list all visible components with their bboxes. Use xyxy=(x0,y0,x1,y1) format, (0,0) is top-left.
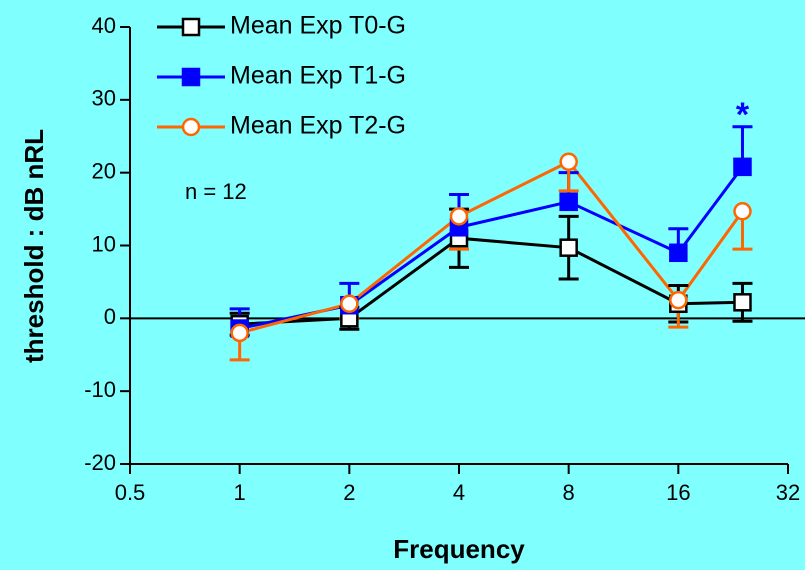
marker xyxy=(733,293,752,312)
marker xyxy=(669,290,688,310)
x-tick-label: 32 xyxy=(776,480,800,505)
y-tick-label: 10 xyxy=(92,231,116,256)
legend-text: Mean Exp T0-G xyxy=(230,12,406,40)
annotation: n = 12 xyxy=(185,179,247,204)
legend-marker xyxy=(181,67,201,87)
y-tick-label: -20 xyxy=(84,450,116,475)
marker xyxy=(559,238,578,257)
y-tick-label: 20 xyxy=(92,158,116,183)
y-tick-label: 30 xyxy=(92,86,116,111)
marker xyxy=(733,202,752,221)
series-line xyxy=(239,236,743,326)
x-tick-label: 4 xyxy=(453,480,465,505)
y-tick-label: 40 xyxy=(92,13,116,38)
marker xyxy=(449,207,469,226)
x-tick-label: 16 xyxy=(666,480,690,505)
y-tick-label: 0 xyxy=(104,304,116,329)
x-tick-label: 8 xyxy=(563,480,575,505)
series-line xyxy=(239,159,744,335)
legend-marker xyxy=(181,17,201,37)
y-axis-title: threshold : dB nRL xyxy=(19,129,49,363)
x-axis-title: Frequency xyxy=(393,534,525,564)
marker xyxy=(669,243,688,263)
significance-mark: * xyxy=(736,96,750,134)
x-tick-label: 0.5 xyxy=(115,480,146,505)
marker xyxy=(340,294,359,314)
marker xyxy=(559,152,578,171)
series-line xyxy=(239,165,744,330)
marker xyxy=(230,323,249,343)
y-tick-label: -10 xyxy=(84,377,116,402)
x-tick-label: 1 xyxy=(234,480,246,505)
marker xyxy=(559,192,578,212)
x-tick-label: 2 xyxy=(343,480,355,505)
marker xyxy=(733,157,752,177)
legend-text: Mean Exp T1-G xyxy=(230,62,406,90)
legend-marker xyxy=(181,117,201,137)
legend-text: Mean Exp T2-G xyxy=(230,112,406,140)
